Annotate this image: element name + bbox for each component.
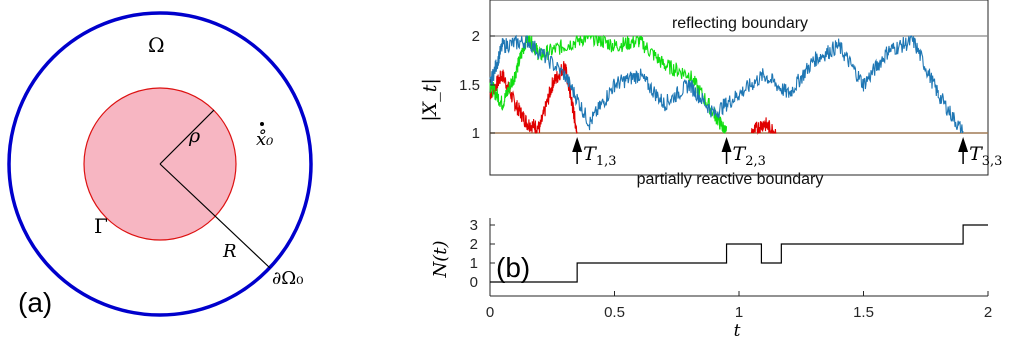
event-arrow-head-1 <box>572 137 583 152</box>
event-label-sub-2: 2,3 <box>745 154 766 169</box>
trajectory-red-3 <box>750 117 777 136</box>
xtick-2: 2 <box>984 304 992 321</box>
panel-b-top: reflecting boundary partially reactive b… <box>419 0 1002 188</box>
rho-label: ρ <box>188 125 201 147</box>
xtick-0.5: 0.5 <box>604 304 625 321</box>
trajectories <box>489 34 964 136</box>
top-ytick-1-5: 1.5 <box>459 77 480 94</box>
event-arrow-head-2 <box>721 137 732 152</box>
bottom-ylabel: N(t) <box>430 240 451 278</box>
xtick-1.5: 1.5 <box>853 304 874 321</box>
panel-a: Ω Γ ρ R x̊₀ ∂Ω₀ (a) <box>7 11 313 318</box>
event-label-1: T1,3 <box>583 143 616 169</box>
event-markers: T1,3 T2,3 T3,3 <box>572 137 1002 169</box>
bottom-ytick-2: 2 <box>470 236 478 253</box>
bottom-ylabel-group: N(t) <box>430 240 451 278</box>
panel-b-label: (b) <box>496 252 530 283</box>
trajectory-blue-2 <box>489 34 964 134</box>
outer-boundary-label: ∂Ω₀ <box>272 268 303 289</box>
start-point <box>260 122 264 126</box>
bottom-ytick-1: 1 <box>470 255 478 272</box>
gamma-label: Γ <box>94 214 108 238</box>
event-arrow-head-3 <box>958 137 969 152</box>
count-step-line <box>490 224 988 283</box>
top-ytick-1: 1 <box>472 125 480 142</box>
panel-b-bottom: 0 1 2 3 0 0.5 1 1.5 2 (b) t N(t) <box>430 217 992 341</box>
event-label-sub-3: 3,3 <box>982 154 1003 169</box>
reactive-boundary-label: partially reactive boundary <box>637 171 824 188</box>
panel-a-label: (a) <box>18 287 52 318</box>
reflecting-boundary-label: reflecting boundary <box>672 15 808 32</box>
r-label: R <box>222 241 237 262</box>
event-label-3: T3,3 <box>969 143 1002 169</box>
top-ylabel-group: |X_t| <box>419 78 441 121</box>
bottom-ytick-0: 0 <box>470 274 478 291</box>
x0-label: x̊₀ <box>256 128 273 150</box>
bottom-ticks: 0 1 2 3 0 0.5 1 1.5 2 <box>470 217 993 321</box>
event-label-2: T2,3 <box>733 143 766 169</box>
rho-radius-line <box>159 109 215 165</box>
r-radius-line <box>159 163 271 269</box>
event-label-sub-1: 1,3 <box>596 154 617 169</box>
bottom-ytick-3: 3 <box>470 217 478 234</box>
xtick-0: 0 <box>486 304 494 321</box>
top-ylabel: |X_t| <box>419 78 441 121</box>
top-ytick-2: 2 <box>472 28 480 45</box>
omega-label: Ω <box>148 33 165 57</box>
xlabel: t <box>734 321 741 341</box>
outer-domain-circle <box>7 11 313 317</box>
xtick-1: 1 <box>735 304 743 321</box>
